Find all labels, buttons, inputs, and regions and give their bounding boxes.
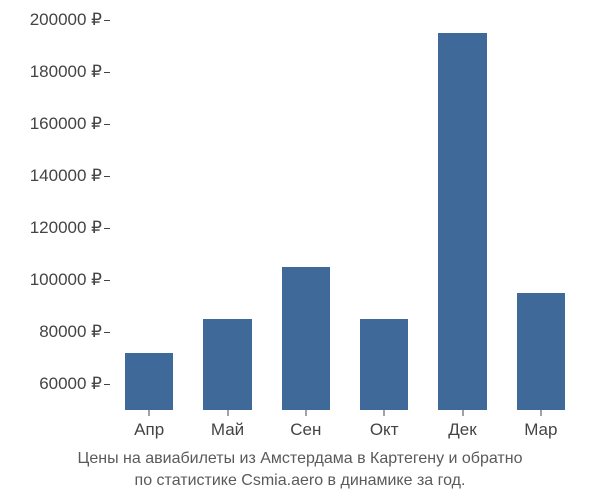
x-tick-label: Дек — [448, 420, 476, 440]
y-axis: 60000 ₽ 80000 ₽ 100000 ₽ 120000 ₽ 140000 ₽ 16… — [0, 20, 110, 410]
chart-caption: Цены на авиабилеты из Амстердама в Карте… — [0, 448, 600, 491]
bar — [203, 319, 252, 410]
caption-line1: Цены на авиабилеты из Амстердама в Карте… — [78, 450, 523, 467]
x-tick-label: Сен — [290, 420, 321, 440]
y-tick-label: 180000 ₽ — [30, 62, 102, 82]
x-tick-label: Мар — [524, 420, 557, 440]
y-tick-label: 60000 ₽ — [39, 374, 102, 394]
bar — [282, 267, 331, 410]
y-tick-label: 140000 ₽ — [30, 166, 102, 186]
price-chart: 60000 ₽ 80000 ₽ 100000 ₽ 120000 ₽ 140000 ₽ 16… — [0, 0, 600, 500]
y-tick-label: 120000 ₽ — [30, 218, 102, 238]
caption-line2: по статистике Csmia.aero в динамике за г… — [135, 472, 466, 489]
plot-area — [110, 20, 580, 410]
bar — [517, 293, 566, 410]
bar — [438, 33, 487, 410]
y-tick-label: 100000 ₽ — [30, 270, 102, 290]
x-tick-label: Окт — [370, 420, 399, 440]
y-tick-label: 200000 ₽ — [30, 10, 102, 30]
y-tick-label: 160000 ₽ — [30, 114, 102, 134]
bar — [125, 353, 174, 410]
x-tick-label: Май — [211, 420, 244, 440]
y-tick-label: 80000 ₽ — [39, 322, 102, 342]
x-axis: Апр Май Сен Окт Дек Мар — [110, 410, 580, 450]
x-tick-label: Апр — [134, 420, 164, 440]
bar — [360, 319, 409, 410]
